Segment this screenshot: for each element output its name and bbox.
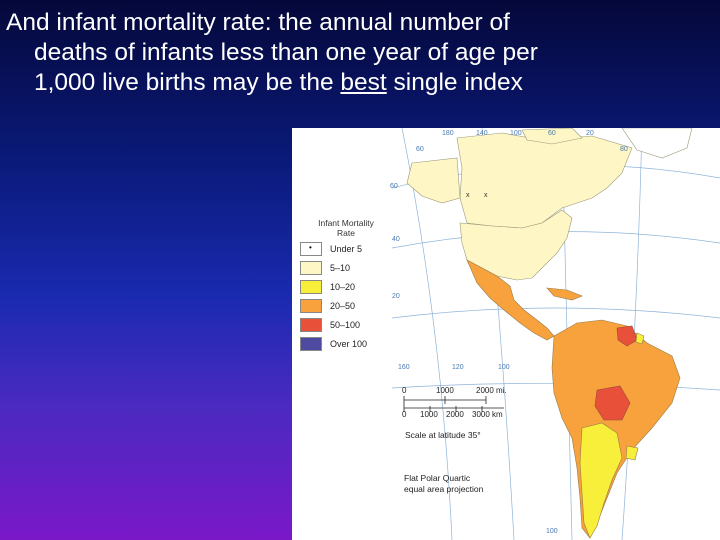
legend-label: 50–100 xyxy=(330,319,361,330)
region-chile-argentina xyxy=(579,422,623,539)
legend-label: Under 5 xyxy=(330,243,363,254)
scale-km-0: 0 xyxy=(402,410,407,419)
legend-item: 10–20 xyxy=(300,278,392,295)
grat-label-180: 180 xyxy=(442,130,454,137)
region-greenland xyxy=(621,128,693,159)
projection-line-2: equal area projection xyxy=(404,484,484,494)
map-graphic xyxy=(391,128,720,540)
grat-label-other-80: 80 xyxy=(620,146,628,153)
mark-x-1: x xyxy=(466,192,470,199)
scale-km-1000: 1000 xyxy=(420,410,438,419)
legend-title-line-2: Rate xyxy=(337,228,355,238)
grat-label-lat40: 40 xyxy=(392,236,400,243)
slide-title: And infant mortality rate: the annual nu… xyxy=(6,8,706,98)
region-arctic-islands xyxy=(521,128,583,145)
region-bolivia xyxy=(594,385,631,421)
scale-mi-0: 0 xyxy=(402,386,407,395)
scale-km-2000: 2000 xyxy=(446,410,464,419)
legend-item: 50–100 xyxy=(300,316,392,333)
grat-label-other-100: 100 xyxy=(498,364,510,371)
region-canada xyxy=(456,132,633,229)
legend-label: Over 100 xyxy=(330,338,368,349)
legend-label: 20–50 xyxy=(330,300,356,311)
grat-label-lat60: 60 xyxy=(390,183,398,190)
legend-swatch-20-50 xyxy=(300,298,322,313)
legend-swatch-50-100 xyxy=(300,317,322,332)
region-alaska xyxy=(406,157,461,204)
mark-x-2: x xyxy=(484,192,488,199)
title-line-1: And infant mortality rate: the annual nu… xyxy=(6,9,510,36)
scale-mi-1000: 1000 xyxy=(436,386,454,395)
region-french-guiana xyxy=(635,332,645,345)
grat-label-lat20: 20 xyxy=(392,293,400,300)
grat-label-other-60: 60 xyxy=(416,146,424,153)
projection-note: Flat Polar Quartic equal area projection xyxy=(404,473,483,495)
title-line-3: 1,000 live births may be the best single… xyxy=(6,68,706,98)
scale-bar-lines xyxy=(403,396,504,412)
legend-swatch-over-100 xyxy=(300,336,322,351)
legend-label: 5–10 xyxy=(330,262,351,273)
scale-latitude-note: Scale at latitude 35° xyxy=(405,430,481,440)
scale-km-3000: 3000 km xyxy=(472,410,503,419)
legend-swatch-10-20 xyxy=(300,279,322,294)
region-mexico xyxy=(466,259,555,341)
grat-label-other-160: 160 xyxy=(398,364,410,371)
legend-item: Over 100 xyxy=(300,335,392,352)
title-best-word: best xyxy=(340,69,387,96)
grat-label-100: 100 xyxy=(510,130,522,137)
map-legend: Infant Mortality Rate • Under 5 5–10 10–… xyxy=(300,218,392,352)
legend-label: 10–20 xyxy=(330,281,356,292)
projection-line-1: Flat Polar Quartic xyxy=(404,473,471,483)
scale-mi-2000: 2000 mi. xyxy=(476,386,507,395)
region-uruguay xyxy=(625,445,639,461)
region-guianas xyxy=(616,325,638,347)
legend-swatch-under-5: • xyxy=(300,241,322,256)
legend-item: 5–10 xyxy=(300,259,392,276)
title-line-3-pre: 1,000 live births may be the xyxy=(34,69,341,96)
legend-item: • Under 5 xyxy=(300,240,392,257)
grat-label-other-100b: 100 xyxy=(546,528,558,535)
grat-label-140: 140 xyxy=(476,130,488,137)
title-line-3-post: single index xyxy=(386,69,523,96)
legend-item: 20–50 xyxy=(300,297,392,314)
infant-mortality-map: 180 140 100 60 20 60 40 20 60 80 160 120… xyxy=(292,128,720,540)
region-caribbean xyxy=(546,287,583,301)
title-line-2: deaths of infants less than one year of … xyxy=(34,39,538,66)
legend-swatch-5-10 xyxy=(300,260,322,275)
grat-label-other-120: 120 xyxy=(452,364,464,371)
grat-label-60: 60 xyxy=(548,130,556,137)
legend-dot: • xyxy=(309,242,312,252)
legend-title-line-1: Infant Mortality xyxy=(318,218,374,228)
grat-label-20: 20 xyxy=(586,130,594,137)
